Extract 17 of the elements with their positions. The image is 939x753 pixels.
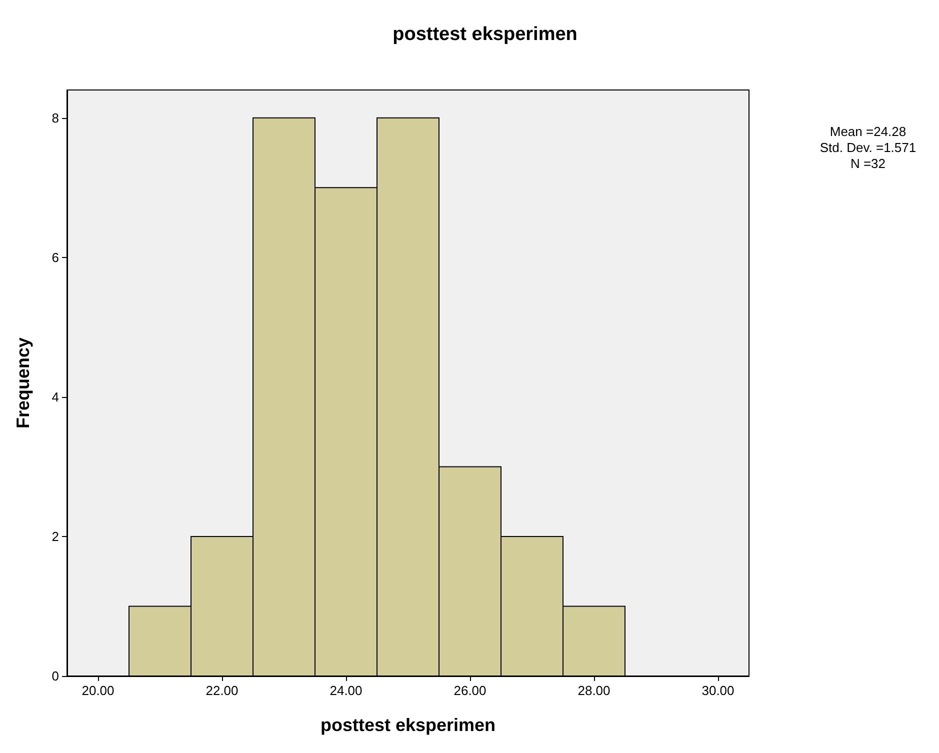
y-tick-label: 0 bbox=[52, 668, 59, 684]
text: N =32 bbox=[850, 156, 886, 171]
x-tick-label: 22.00 bbox=[206, 683, 238, 698]
x-tick-label: 24.00 bbox=[330, 683, 362, 698]
x-tick-label: 30.00 bbox=[702, 683, 734, 698]
text: Std. Dev. =1.571 bbox=[820, 140, 916, 155]
y-tick-label: 4 bbox=[52, 389, 59, 404]
y-tick-label: 2 bbox=[52, 528, 59, 544]
y-tick-label: 8 bbox=[52, 110, 59, 126]
y-tick-label: 6 bbox=[52, 250, 59, 265]
x-tick-label: 26.00 bbox=[454, 683, 486, 698]
y-axis-title: Frequency bbox=[13, 337, 33, 429]
x-tick-label: 28.00 bbox=[578, 683, 610, 698]
text: Mean =24.28 bbox=[830, 124, 906, 139]
x-axis-title: posttest eksperimen bbox=[320, 715, 496, 735]
x-tick-label: 20.00 bbox=[82, 683, 114, 698]
chart-title: posttest eksperimen bbox=[392, 24, 578, 45]
